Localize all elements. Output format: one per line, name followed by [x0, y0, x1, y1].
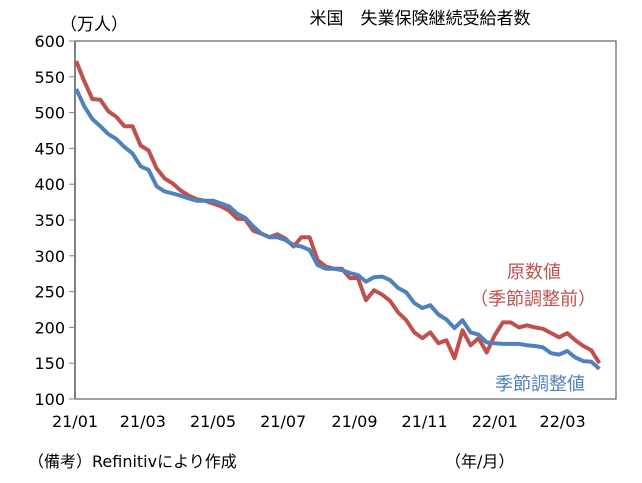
x-tick-label: 21/09: [331, 412, 377, 431]
series-line-sa: [74, 88, 601, 371]
y-tick-label: 350: [34, 211, 65, 230]
y-tick-label: 550: [34, 68, 65, 87]
y-tick-label: 100: [34, 390, 65, 409]
x-tick-label: 21/01: [52, 412, 98, 431]
x-tick-label: 22/01: [472, 412, 518, 431]
x-tick-label: 21/11: [402, 412, 448, 431]
series-label-nsa-sub: （季節調整前）: [470, 289, 596, 310]
x-tick-label: 22/03: [540, 412, 586, 431]
y-tick-label: 200: [34, 318, 65, 337]
chart-title: 米国 失業保険継続受給者数: [310, 9, 531, 29]
series-line-nsa: [74, 60, 602, 365]
y-axis-label: （万人）: [60, 15, 128, 35]
y-tick-label: 300: [34, 247, 65, 266]
y-tick-label: 450: [34, 139, 65, 158]
y-tick-label: 600: [34, 32, 65, 51]
y-tick-label: 250: [34, 283, 65, 302]
y-tick-label: 500: [34, 104, 65, 123]
series-label-sa: 季節調整値: [495, 374, 585, 395]
x-tick-label: 21/05: [190, 412, 236, 431]
y-tick-label: 150: [34, 354, 65, 373]
x-tick-label: 21/07: [260, 412, 306, 431]
series-label-nsa: 原数値: [507, 262, 561, 283]
x-tick-label: 21/03: [120, 412, 166, 431]
source-note: （備考）Refinitivにより作成: [28, 452, 237, 471]
y-tick-label: 400: [34, 175, 65, 194]
x-axis-label: （年/月）: [445, 452, 514, 471]
